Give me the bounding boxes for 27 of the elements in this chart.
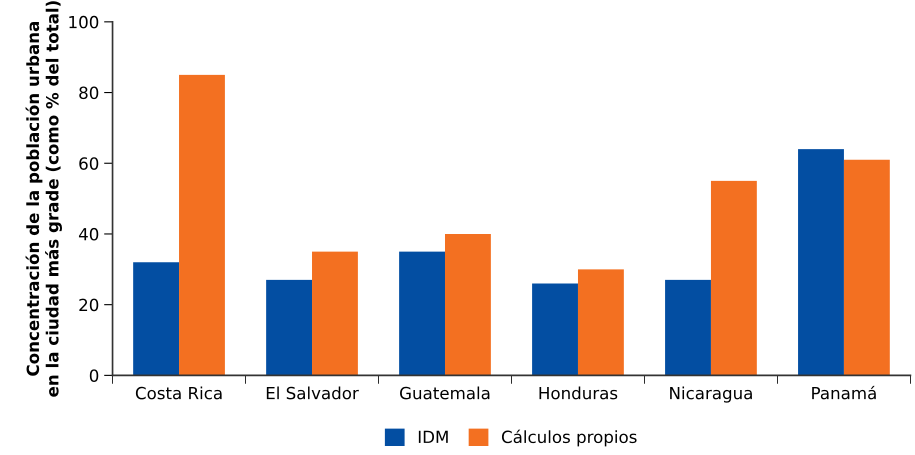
- bar: [399, 252, 445, 376]
- y-tick-label: 20: [79, 298, 98, 312]
- y-tick-label: 40: [78, 228, 98, 241]
- legend-label: Cálculos propios: [502, 430, 637, 446]
- bar: [665, 280, 711, 376]
- y-tick-label: 100: [69, 16, 98, 28]
- bar: [710, 180, 757, 376]
- y-tick-label: 0: [90, 369, 98, 382]
- x-tick-label: Honduras: [540, 386, 618, 400]
- x-tick-label: Guatemala: [400, 386, 490, 400]
- y-axis-title: Concentración de la población urbana en la ciudad más grade (como % del total): [26, 1, 62, 397]
- bar: [133, 262, 180, 376]
- bar: [266, 280, 312, 376]
- y-tick-label: 60: [79, 157, 98, 170]
- x-tick-label: El Salvador: [266, 386, 359, 400]
- bar: [844, 160, 890, 376]
- bar: [444, 234, 491, 376]
- bar: [532, 283, 578, 376]
- x-tick-label: Panamá: [812, 386, 876, 400]
- x-tick-label: Costa Rica: [136, 386, 222, 400]
- bar: [578, 269, 624, 376]
- legend-label: IDM: [418, 430, 448, 443]
- bar: [798, 149, 844, 376]
- bar: [312, 252, 358, 376]
- y-tick-label: 80: [79, 86, 98, 100]
- bar: [179, 74, 225, 376]
- x-tick-label: Nicaragua: [670, 386, 752, 403]
